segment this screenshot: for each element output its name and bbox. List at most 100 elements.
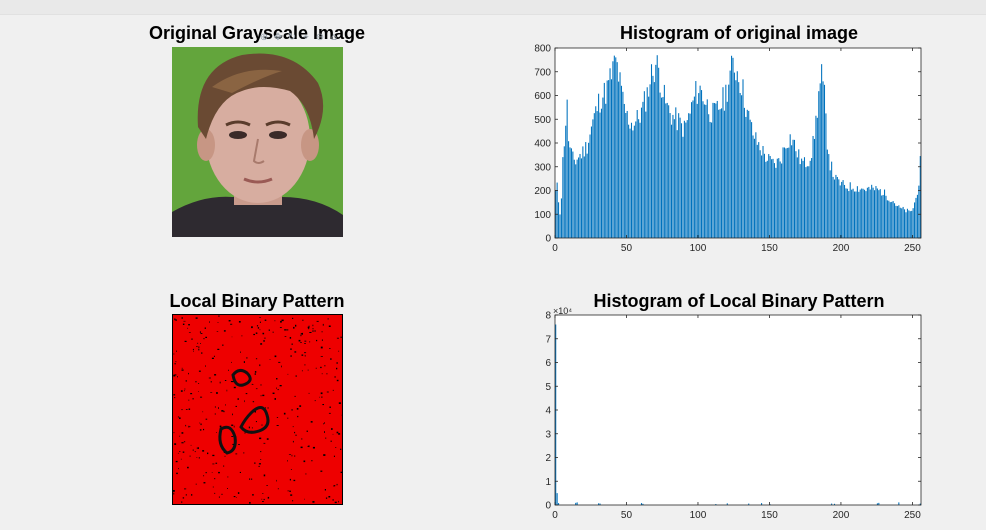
zoom-in-icon[interactable]: ⊕ [259, 32, 269, 43]
lbp-speckle [190, 393, 193, 395]
lbp-speckle [260, 451, 262, 453]
lbp-speckle [193, 350, 194, 352]
histogram-bar [565, 125, 567, 238]
histogram-bar [566, 99, 568, 238]
x-tick-label: 0 [552, 243, 558, 254]
x-tick-label: 100 [690, 243, 707, 254]
lbp-speckle [289, 337, 292, 339]
lbp-speckle [332, 389, 334, 391]
lbp-speckle [300, 446, 303, 449]
lbp-speckle [184, 390, 185, 392]
lbp-speckle [329, 348, 331, 349]
histogram-bar [846, 188, 848, 238]
lbp-speckle [244, 432, 246, 434]
lbp-speckle [292, 317, 294, 319]
lbp-speckle [264, 319, 267, 321]
lbp-speckle [325, 437, 327, 439]
lbp-speckle [176, 472, 178, 475]
lbp-speckle [321, 339, 323, 341]
histogram-bar [825, 113, 827, 238]
pan-icon[interactable]: ✥ [273, 32, 283, 43]
home-icon[interactable]: ⌂ [330, 32, 338, 43]
lbp-speckle [191, 494, 193, 496]
histogram-bar [856, 186, 858, 238]
y-tick-label: 1 [545, 477, 551, 488]
lbp-speckle [205, 365, 206, 367]
lbp-speckle [262, 493, 264, 494]
histogram-bar [558, 202, 560, 238]
lbp-speckle [244, 400, 245, 403]
lbp-speckle [208, 377, 211, 379]
lbp-speckle [263, 474, 266, 477]
lbp-speckle [308, 327, 310, 330]
lbp-speckle [252, 401, 255, 403]
histogram-bar [819, 83, 821, 238]
lbp-speckle [258, 465, 260, 467]
lbp-speckle [307, 326, 310, 329]
lbp-speckle [334, 485, 336, 487]
lbp-speckle [173, 492, 175, 495]
lbp-speckle [221, 493, 223, 495]
lbp-speckle [189, 426, 191, 428]
histogram-bar [628, 124, 630, 238]
histogram-bar [692, 100, 694, 238]
histogram-bar [633, 125, 635, 238]
histogram-bar [769, 156, 771, 238]
histogram-bar [823, 84, 826, 238]
lbp-speckle [297, 415, 299, 418]
data-cursor-icon[interactable]: ⌖ [303, 32, 309, 43]
histogram-bar [678, 113, 680, 238]
y-tick-label: 6 [545, 358, 551, 369]
lbp-speckle [179, 435, 181, 437]
histogram-bar [906, 208, 908, 238]
histogram-bar [818, 91, 820, 239]
histogram-bar [791, 145, 793, 238]
histogram-bar [871, 184, 873, 238]
rotate-icon[interactable]: ↻ [287, 32, 297, 43]
histogram-bar [863, 189, 866, 238]
lbp-speckle [224, 380, 227, 381]
histogram-bar [675, 107, 677, 238]
histogram-bar [569, 147, 571, 238]
lbp-speckle [266, 485, 268, 486]
histogram-bar [729, 70, 731, 238]
lbp-speckle [286, 329, 289, 331]
x-tick-label: 250 [904, 510, 921, 521]
axes-toolbar[interactable]: ⊕ ✥ ↻ ⌖ ⊖ ⌂ [258, 31, 340, 45]
histogram-bar [586, 153, 588, 238]
histogram-bar [858, 191, 860, 238]
histogram-bar [659, 92, 661, 238]
lbp-speckle [319, 396, 320, 398]
lbp-speckle [290, 469, 292, 470]
lbp-speckle [338, 350, 340, 352]
lbp-speckle [245, 393, 248, 395]
lbp-speckle [198, 370, 201, 372]
x-tick-label: 50 [621, 510, 633, 521]
histogram-bar [816, 117, 818, 238]
lbp-speckle [330, 358, 332, 360]
lbp-speckle [200, 423, 202, 426]
lbp-speckle [177, 376, 178, 378]
y-tick-label: 700 [534, 67, 551, 78]
zoom-out-icon[interactable]: ⊖ [315, 32, 325, 43]
original-image-title: Original Grayscale Image [148, 23, 366, 43]
lbp-speckle [267, 496, 270, 499]
histogram-bar [896, 206, 898, 238]
histogram-bar [563, 146, 565, 238]
lbp-speckle [328, 325, 331, 327]
lbp-speckle [259, 329, 261, 331]
lbp-speckle [301, 370, 303, 372]
lbp-speckle [228, 320, 230, 322]
histogram-bar [828, 154, 830, 238]
histogram-bar [699, 85, 701, 238]
histogram-bar [916, 194, 918, 238]
histogram-bar [894, 203, 896, 238]
lbp-speckle [259, 364, 261, 367]
lbp-speckle [262, 394, 265, 397]
histogram-bar [752, 135, 754, 238]
histogram-bar [708, 114, 710, 238]
histogram-bar [773, 163, 775, 238]
lbp-speckle [262, 501, 264, 502]
lbp-image-title: Local Binary Pattern [169, 291, 345, 311]
histogram-bar [656, 55, 658, 239]
